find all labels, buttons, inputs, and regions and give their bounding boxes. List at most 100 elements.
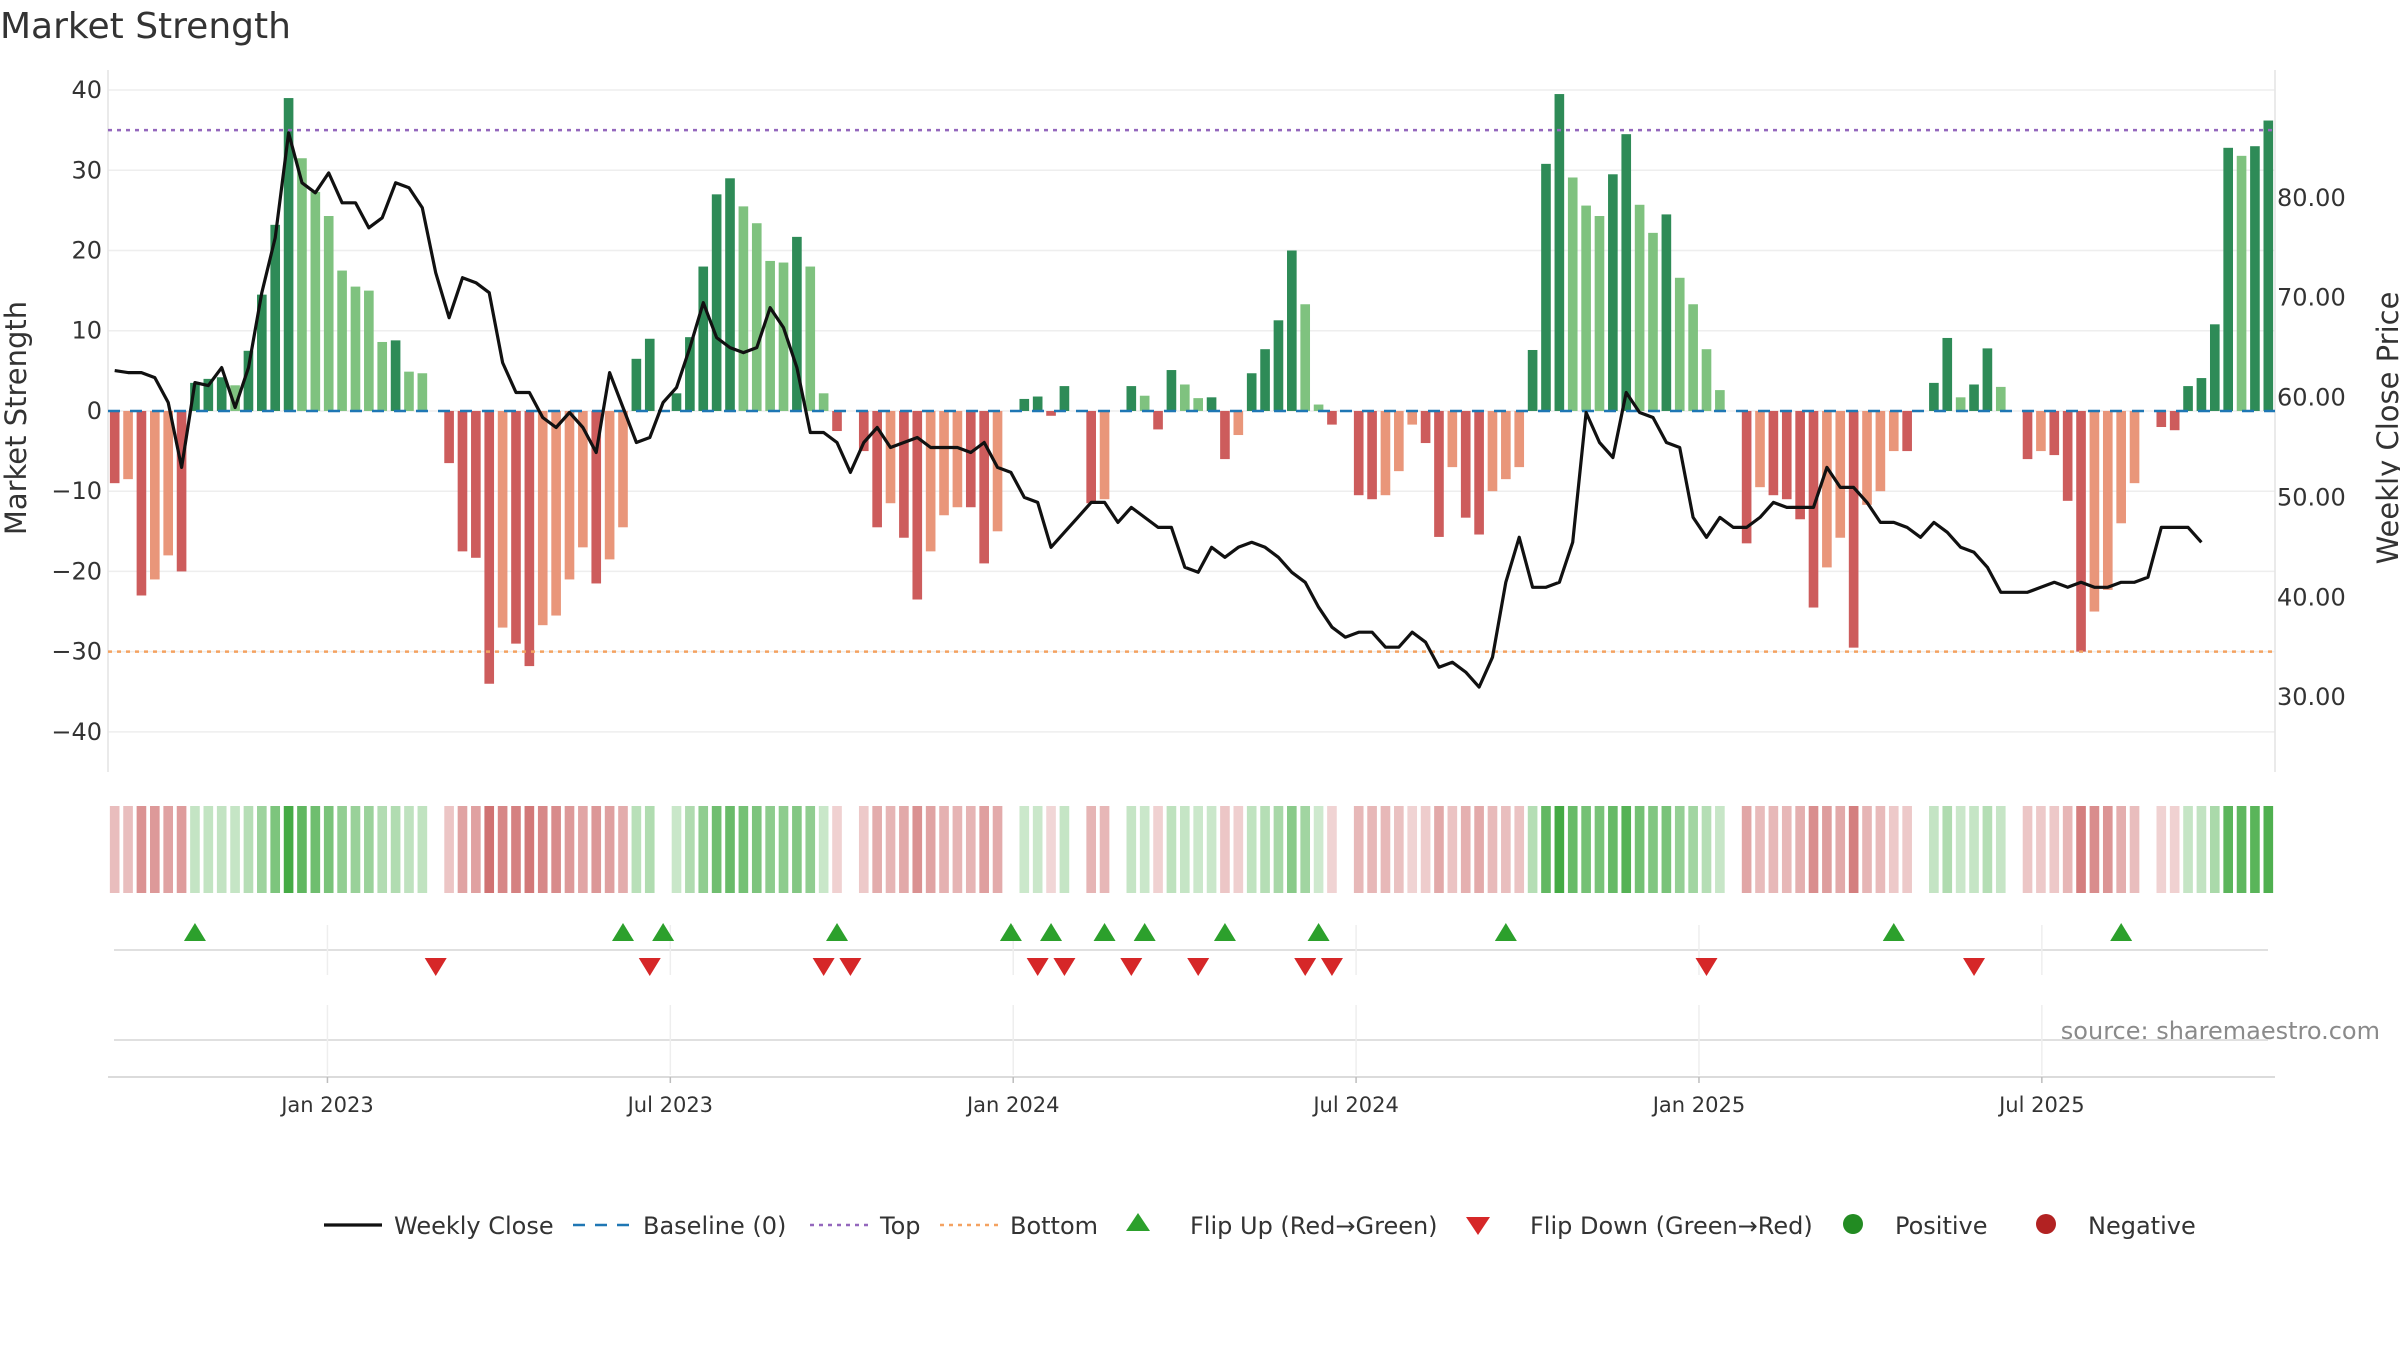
- y-tick-label: 20: [71, 237, 102, 265]
- strength-bar: [1460, 410, 1471, 518]
- y-tick-label: 40: [71, 76, 102, 104]
- strength-bar: [471, 410, 481, 558]
- strength-bar: [912, 410, 923, 600]
- date-tick-label: Jul 2024: [1311, 1093, 1398, 1117]
- strength-bar: [1674, 277, 1685, 411]
- strength-bar: [270, 224, 281, 411]
- strength-bar: [2263, 120, 2274, 411]
- heat-cell: [1501, 806, 1511, 893]
- legend-label: Top: [879, 1212, 921, 1240]
- heat-cell: [805, 806, 816, 893]
- heat-cell: [377, 806, 388, 893]
- heat-cell: [1888, 806, 1899, 893]
- heat-cell: [1193, 806, 1204, 893]
- strength-bar: [1380, 410, 1391, 496]
- flip-down-marker: [424, 958, 447, 976]
- chart-title: Market Strength: [0, 6, 291, 47]
- heat-cell: [1313, 806, 1324, 893]
- strength-bar: [1862, 410, 1872, 505]
- strength-bar: [872, 410, 882, 528]
- strength-bar: [230, 385, 240, 411]
- y-tick-label: −10: [51, 477, 102, 505]
- strength-bar: [2116, 410, 2126, 524]
- flip-down-marker: [1695, 958, 1718, 976]
- heat-cell: [1206, 806, 1217, 893]
- strength-bar: [1527, 349, 1538, 411]
- flip-up-marker: [1882, 923, 1905, 941]
- strength-bar: [1995, 386, 2006, 411]
- heat-cell: [2196, 806, 2207, 893]
- legend-flip-down-icon: [1466, 1217, 1490, 1235]
- heat-cell: [243, 806, 254, 893]
- strength-bar: [564, 410, 575, 580]
- heat-cell: [1781, 806, 1792, 893]
- legend-flip-up-icon: [1126, 1213, 1150, 1231]
- y-tick-label: −20: [51, 557, 102, 585]
- legend-label: Bottom: [1010, 1212, 1098, 1240]
- heat-cell: [1153, 806, 1163, 893]
- strength-bar: [1621, 134, 1632, 411]
- heat-cell: [1902, 806, 1912, 893]
- heat-cell: [1099, 806, 1110, 893]
- heat-cell: [1059, 806, 1070, 893]
- heat-cell: [2209, 806, 2220, 893]
- heat-cell: [1273, 806, 1284, 893]
- legend-label: Baseline (0): [643, 1212, 786, 1240]
- heat-cell: [858, 806, 869, 893]
- strength-bar: [738, 206, 749, 411]
- heat-cell: [1260, 806, 1270, 893]
- flip-up-marker: [999, 923, 1022, 941]
- heat-cell: [2263, 806, 2274, 893]
- strength-bar: [1648, 232, 1658, 411]
- heat-cell: [832, 806, 842, 893]
- y2-axis-title: Weekly Close Price: [2371, 292, 2400, 565]
- strength-bar: [1554, 94, 1565, 411]
- strength-bar: [163, 410, 174, 556]
- heat-cell: [1835, 806, 1846, 893]
- heat-cell: [537, 806, 548, 893]
- heat-cell: [725, 806, 735, 893]
- legend-item: Baseline (0): [573, 1212, 786, 1240]
- legend-item: Weekly Close: [324, 1212, 554, 1240]
- legend-positive-dot: [1843, 1214, 1863, 1234]
- heat-cell: [1327, 806, 1337, 893]
- legend-label: Negative: [2088, 1212, 2196, 1240]
- strength-bar: [216, 377, 227, 411]
- price-series: [114, 131, 2203, 689]
- strength-bar: [604, 410, 615, 560]
- strength-bar: [1875, 410, 1886, 492]
- strength-bar: [2156, 410, 2167, 428]
- heat-cell: [2076, 806, 2086, 893]
- flip-down-marker: [839, 958, 862, 976]
- strength-bar: [1755, 410, 1765, 488]
- strength-bar: [1634, 204, 1645, 411]
- strength-bar: [203, 378, 214, 411]
- heat-cell: [551, 806, 561, 893]
- strength-bar: [1474, 410, 1484, 535]
- heat-cell: [1367, 806, 1377, 893]
- strength-bar: [2062, 410, 2073, 501]
- heat-cell: [671, 806, 682, 893]
- strength-bar: [1059, 386, 1070, 411]
- strength-bar: [123, 410, 133, 480]
- strength-bar: [1795, 410, 1805, 520]
- heat-cell: [1567, 806, 1578, 893]
- y2-tick-label: 50.00: [2277, 483, 2346, 511]
- heat-cell: [123, 806, 133, 893]
- strength-bar: [1179, 384, 1190, 411]
- heat-cell: [1394, 806, 1404, 893]
- heat-cell: [257, 806, 267, 893]
- strength-bar: [377, 341, 388, 411]
- strength-bar: [1982, 348, 1993, 411]
- strength-bar: [939, 410, 949, 516]
- y2-tick-label: 80.00: [2277, 184, 2346, 212]
- strength-bar: [1220, 410, 1230, 460]
- strength-bar: [685, 337, 695, 411]
- flip-down-marker: [1026, 958, 1049, 976]
- strength-bar: [1126, 386, 1137, 411]
- strength-bar: [417, 373, 428, 411]
- heat-cell: [925, 806, 936, 893]
- flip-markers-panel: [114, 923, 2268, 1075]
- heat-cell: [1139, 806, 1150, 893]
- strength-bar: [1300, 304, 1311, 411]
